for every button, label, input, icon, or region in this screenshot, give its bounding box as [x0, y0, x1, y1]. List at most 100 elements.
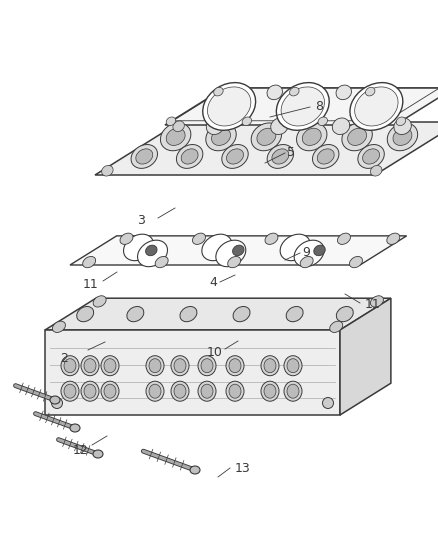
Ellipse shape [264, 359, 276, 373]
Ellipse shape [287, 359, 299, 373]
Ellipse shape [146, 381, 164, 401]
Ellipse shape [233, 245, 244, 256]
Ellipse shape [84, 384, 96, 398]
Ellipse shape [294, 240, 324, 266]
Ellipse shape [251, 123, 282, 151]
Ellipse shape [358, 144, 384, 168]
Polygon shape [95, 122, 438, 175]
Ellipse shape [371, 296, 383, 307]
Ellipse shape [101, 381, 119, 401]
Ellipse shape [206, 118, 224, 134]
Ellipse shape [70, 424, 80, 432]
Ellipse shape [284, 381, 302, 401]
Ellipse shape [387, 233, 400, 245]
Ellipse shape [149, 384, 161, 398]
Ellipse shape [276, 83, 329, 130]
Ellipse shape [265, 233, 278, 245]
Ellipse shape [83, 256, 95, 268]
Ellipse shape [363, 149, 380, 164]
Ellipse shape [394, 118, 411, 134]
Ellipse shape [61, 381, 79, 401]
Ellipse shape [300, 256, 313, 268]
Text: 3: 3 [137, 214, 145, 227]
Ellipse shape [201, 384, 213, 398]
Ellipse shape [332, 118, 350, 134]
Ellipse shape [81, 381, 99, 401]
Ellipse shape [149, 359, 161, 373]
Ellipse shape [336, 85, 351, 100]
Ellipse shape [53, 321, 65, 333]
Ellipse shape [64, 359, 76, 373]
Ellipse shape [102, 165, 113, 176]
Ellipse shape [52, 398, 63, 408]
Ellipse shape [222, 144, 248, 168]
Text: 4: 4 [209, 277, 217, 289]
Ellipse shape [257, 128, 276, 146]
Ellipse shape [226, 381, 244, 401]
Ellipse shape [267, 85, 283, 100]
Ellipse shape [190, 466, 200, 474]
Ellipse shape [350, 83, 403, 130]
Ellipse shape [81, 356, 99, 376]
Ellipse shape [317, 149, 334, 164]
Text: 12: 12 [72, 443, 88, 456]
Text: 5: 5 [287, 146, 295, 158]
Ellipse shape [393, 128, 412, 146]
Ellipse shape [228, 256, 240, 268]
Text: 10: 10 [207, 345, 223, 359]
Ellipse shape [342, 123, 372, 151]
Ellipse shape [287, 384, 299, 398]
Polygon shape [45, 298, 391, 330]
Ellipse shape [208, 87, 251, 126]
Ellipse shape [229, 359, 241, 373]
Ellipse shape [171, 356, 189, 376]
Ellipse shape [192, 233, 205, 245]
Ellipse shape [136, 149, 153, 164]
Ellipse shape [229, 384, 241, 398]
Ellipse shape [206, 123, 236, 151]
Ellipse shape [337, 233, 350, 245]
Ellipse shape [84, 359, 96, 373]
Ellipse shape [281, 87, 325, 126]
Ellipse shape [214, 87, 223, 96]
Ellipse shape [271, 118, 288, 134]
Ellipse shape [286, 306, 303, 322]
Text: 2: 2 [60, 351, 68, 365]
Ellipse shape [101, 356, 119, 376]
Ellipse shape [198, 356, 216, 376]
Ellipse shape [330, 321, 343, 333]
Polygon shape [165, 88, 438, 125]
Ellipse shape [261, 381, 279, 401]
Ellipse shape [290, 87, 299, 96]
Ellipse shape [93, 450, 103, 458]
Ellipse shape [198, 381, 216, 401]
Ellipse shape [348, 128, 367, 146]
Ellipse shape [50, 396, 60, 404]
Ellipse shape [104, 359, 116, 373]
Ellipse shape [314, 245, 325, 256]
Text: 11: 11 [365, 298, 381, 311]
Text: 8: 8 [315, 100, 323, 112]
Ellipse shape [396, 117, 406, 126]
Ellipse shape [145, 245, 157, 256]
Ellipse shape [64, 384, 76, 398]
Ellipse shape [312, 144, 339, 168]
Ellipse shape [138, 240, 167, 266]
Ellipse shape [174, 359, 186, 373]
Ellipse shape [226, 356, 244, 376]
Text: 11: 11 [82, 278, 98, 290]
Ellipse shape [261, 356, 279, 376]
Ellipse shape [131, 144, 158, 168]
Ellipse shape [203, 83, 256, 130]
Ellipse shape [322, 398, 333, 408]
Ellipse shape [104, 384, 116, 398]
Polygon shape [45, 330, 340, 415]
Ellipse shape [166, 128, 185, 146]
Ellipse shape [155, 256, 168, 268]
Ellipse shape [284, 356, 302, 376]
Ellipse shape [171, 381, 189, 401]
Text: 13: 13 [235, 463, 251, 475]
Ellipse shape [216, 240, 246, 266]
Ellipse shape [174, 384, 186, 398]
Ellipse shape [127, 306, 144, 322]
